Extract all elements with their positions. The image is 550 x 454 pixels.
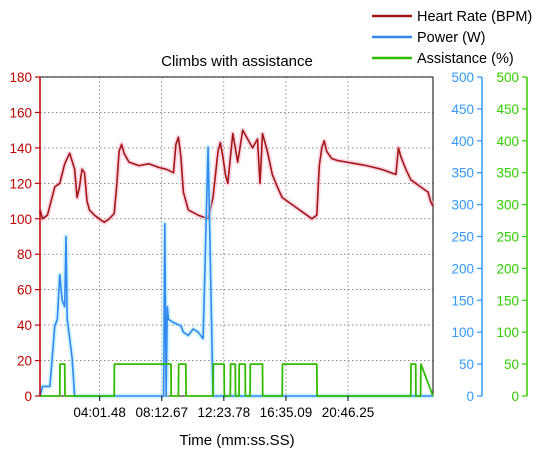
legend-label-heart-rate: Heart Rate (BPM) — [417, 9, 532, 25]
power-axis-tick-label: 0 — [466, 389, 474, 404]
assist-axis-tick-label: 350 — [496, 166, 519, 181]
power-axis-tick-label: 350 — [451, 166, 474, 181]
x-axis-label: Time (mm:ss.SS) — [179, 432, 294, 449]
power-axis-tick-label: 300 — [451, 198, 474, 213]
left-axis-tick-label: 60 — [17, 283, 32, 298]
series-line-assist — [40, 363, 434, 397]
assist-axis-tick-label: 100 — [496, 325, 519, 340]
series-halo — [37, 127, 436, 225]
plot-frame — [39, 76, 434, 397]
assist-axis-tick-label: 200 — [496, 261, 519, 276]
power-axis-tick-label: 100 — [451, 325, 474, 340]
x-axis-tick-label: 08:12.67 — [135, 405, 188, 420]
assist-axis-tick-label: 250 — [496, 230, 519, 245]
assist-axis-tick-label: 300 — [496, 198, 519, 213]
assist-axis-tick-label: 500 — [496, 70, 519, 85]
left-axis-tick-label: 0 — [24, 389, 32, 404]
x-axis-tick-label: 12:23.78 — [198, 405, 251, 420]
axes-layer: 0 20 40 60 80 100 120 140 160 180 0 50 100 150 200 250 3… — [9, 70, 528, 420]
left-axis-tick-label: 40 — [17, 318, 32, 333]
legend: Heart Rate (BPM) Power (W) Assistance (%… — [372, 9, 532, 67]
series-line-power — [39, 146, 433, 397]
left-axis-tick-label: 120 — [9, 176, 32, 191]
assist-axis-tick-label: 150 — [496, 293, 519, 308]
x-axis-tick-label: 16:35.09 — [260, 405, 313, 420]
assist-axis-tick-label: 450 — [496, 102, 519, 117]
power-axis-tick-label: 250 — [451, 230, 474, 245]
series-line-hr — [39, 129, 434, 224]
power-axis-tick-label: 450 — [451, 102, 474, 117]
x-axis-tick-label: 20:46.25 — [322, 405, 375, 420]
assist-axis-tick-label: 50 — [504, 357, 519, 372]
assist-axis-tick-label: 0 — [511, 389, 519, 404]
legend-label-assistance: Assistance (%) — [417, 51, 514, 67]
power-axis-tick-label: 500 — [451, 70, 474, 85]
legend-label-power: Power (W) — [417, 30, 485, 46]
assist-axis-tick-label: 400 — [496, 134, 519, 149]
left-axis-tick-label: 100 — [9, 212, 32, 227]
chart-title: Climbs with assistance — [161, 53, 313, 70]
left-axis-tick-label: 80 — [17, 247, 32, 262]
left-axis-tick-label: 180 — [9, 70, 32, 85]
series-layer — [37, 127, 436, 399]
left-axis-tick-label: 20 — [17, 354, 32, 369]
left-axis-tick-label: 160 — [9, 105, 32, 120]
series-halo — [37, 144, 433, 399]
grid — [39, 76, 434, 397]
power-axis-tick-label: 200 — [451, 261, 474, 276]
x-axis-tick-label: 04:01.48 — [73, 405, 126, 420]
power-axis-tick-label: 50 — [459, 357, 474, 372]
left-axis-tick-label: 140 — [9, 141, 32, 156]
power-axis-tick-label: 150 — [451, 293, 474, 308]
power-axis-tick-label: 400 — [451, 134, 474, 149]
